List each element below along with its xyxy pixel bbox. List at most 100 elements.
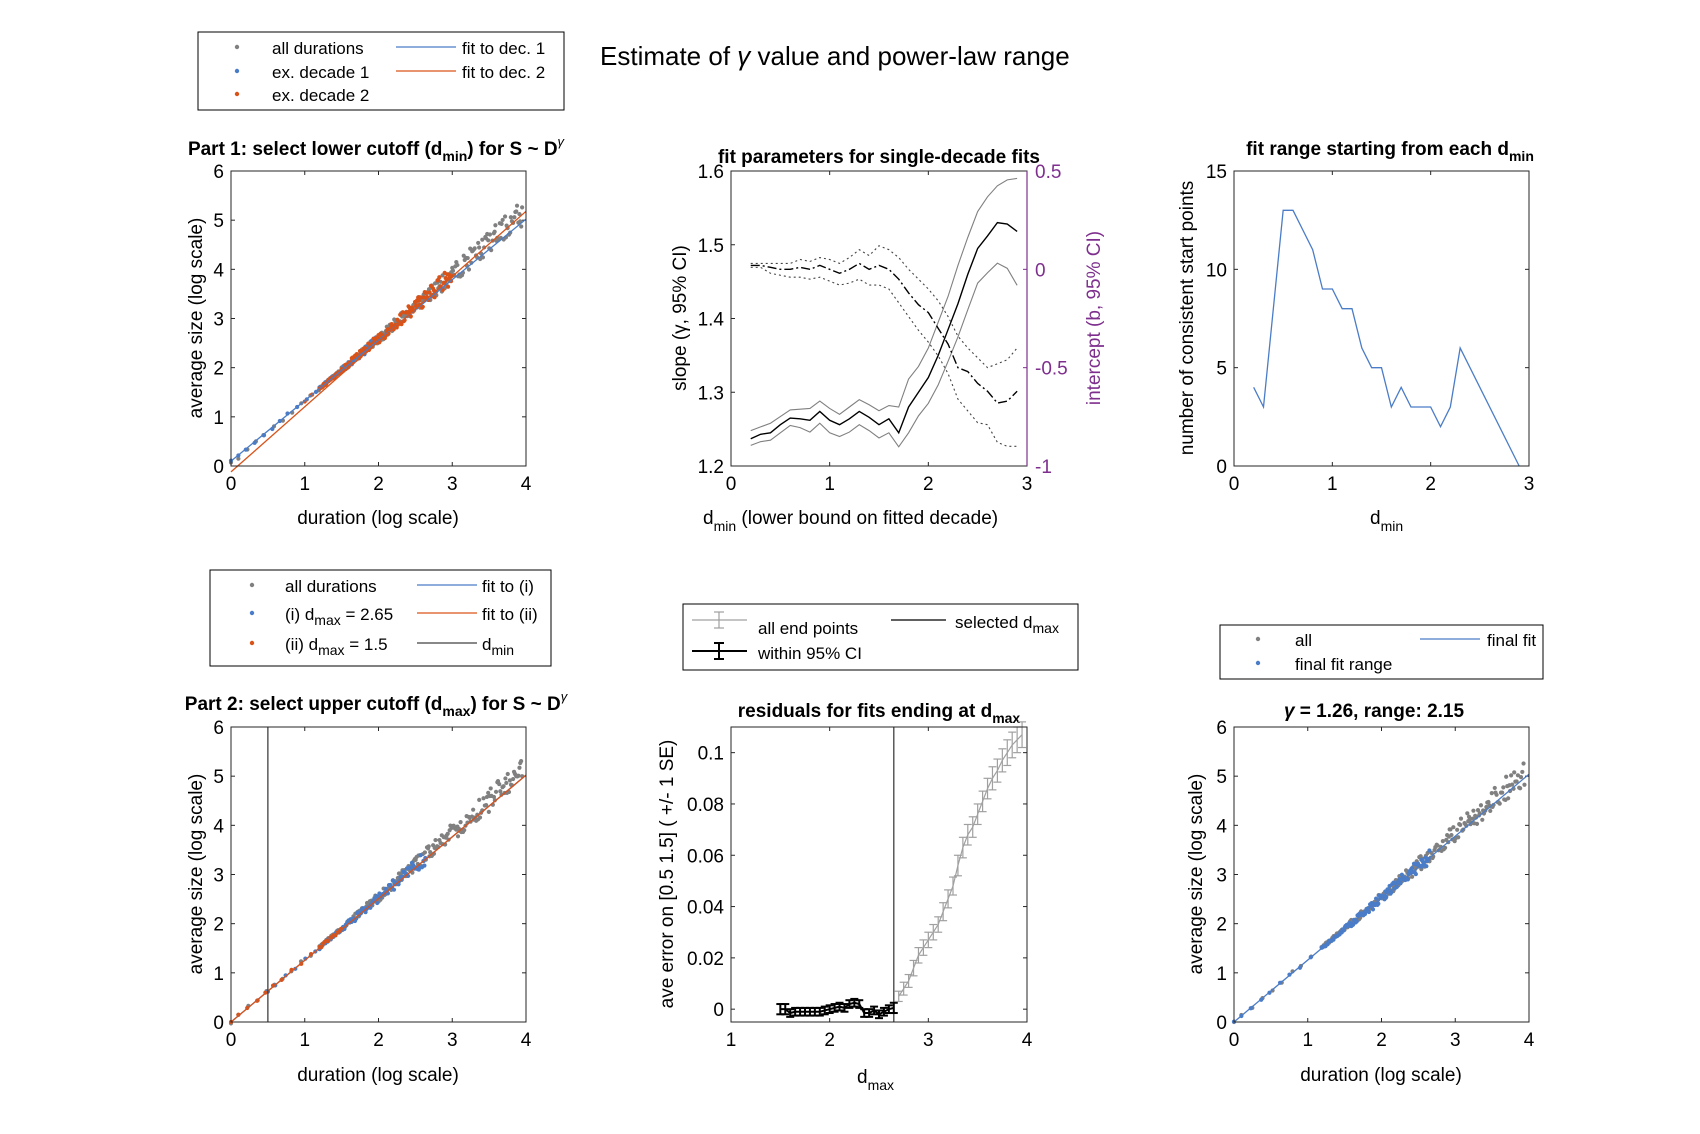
x-tick-label: 1 [299,1030,310,1051]
x-tick-label: 4 [1022,1030,1033,1051]
legend-box [682,603,1079,671]
data-point-final-fit-range [1413,871,1418,877]
plot-area [230,170,527,467]
x-axis-label: duration (log scale) [1300,1065,1462,1086]
x-tick-label: 1 [1302,1030,1313,1051]
y-tick-label: 1.4 [698,310,725,331]
data-point-all-durations [501,784,506,789]
y-axis-label: average size (log scale) [186,218,207,419]
data-point-all-durations [516,773,521,778]
x-tick-label: 3 [447,1030,458,1051]
x-tick-label: 2 [1376,1030,1387,1051]
x-tick-label: 0 [1229,1030,1240,1051]
data-point-all-durations [517,765,522,770]
y-tick-label: 0 [713,1000,724,1021]
x-axis-label: dmax [857,1067,894,1093]
data-point-all-durations [472,246,477,251]
data-point-all-durations [519,759,524,764]
series-line [750,262,1018,448]
data-point-all-durations [502,214,508,219]
plot-area [730,726,1028,1023]
x-tick-label: 3 [1022,474,1033,495]
y-tick-label: 3 [213,310,224,331]
legend-label: all durations [272,39,364,58]
legend-label: within 95% CI [757,644,862,663]
data-point-all [1458,816,1464,821]
y-tick-label: 1.6 [698,162,724,183]
x-tick-label: 1 [1327,474,1338,495]
panel-part2: Part 2: select upper cutoff (dmax) for S… [185,689,569,1086]
y-tick-label: 2 [213,915,224,936]
data-point-all-durations [471,807,476,812]
series-line [750,177,1018,432]
y-tick-label: 3 [1216,866,1227,887]
y-right-tick-label: 0.5 [1035,162,1061,183]
data-point-all-durations [455,262,460,268]
x-tick-label: 0 [226,1030,237,1051]
data-point-dmax-i [391,887,397,892]
y-tick-label: 6 [213,162,224,183]
data-point-dmax-i [408,866,413,871]
y-tick-label: 1.3 [698,383,724,404]
legend-label: ex. decade 2 [272,86,369,105]
series-line [750,262,1018,404]
x-axis-label: duration (log scale) [297,508,459,529]
data-point-all-durations [480,237,485,242]
data-point-all-durations [466,267,472,272]
data-point-decade-2 [416,298,421,303]
legend-part1: all durations ex. decade 1 ex. decade 2 … [197,31,565,111]
data-point-all [1515,773,1521,778]
y-right-tick-label: -0.5 [1035,359,1068,380]
data-point-all [1451,825,1456,830]
data-point-all-durations [428,850,433,855]
data-point-all-durations [486,790,491,795]
data-point-all-durations [491,794,497,800]
y-tick-label: 1 [1216,964,1227,985]
data-point-all [1506,796,1511,801]
data-point-all-durations [503,776,508,781]
legend-label: dmin [482,635,514,658]
data-point-all [1510,782,1515,787]
data-point-all [1471,808,1476,813]
y-tick-label: 0.1 [698,744,724,765]
data-point-all [1452,839,1457,844]
data-point-all-durations [507,778,512,783]
y-axis-label: average size (log scale) [1186,774,1207,975]
y-tick-label: 0.06 [687,846,724,867]
fit-line [230,774,527,1023]
legend-label: ex. decade 1 [272,63,369,82]
x-tick-label: 3 [1524,474,1535,495]
data-point-all-durations [498,789,503,794]
data-point-all-durations [514,203,520,208]
legend-residuals: all end points within 95% CI selected dm… [682,603,1079,671]
data-point-all-durations [450,268,456,273]
data-point-all-durations [486,238,491,243]
data-point-all [1486,799,1491,805]
data-point-all-durations [445,831,450,836]
data-point-all [1484,804,1489,810]
data-point-dmax-i [390,878,395,883]
series-line [750,266,1018,447]
data-point-decade-2 [420,304,425,309]
legend-box [209,569,552,667]
data-point-all [1512,770,1517,775]
data-point-all-durations [236,456,241,461]
x-tick-label: 1 [824,474,835,495]
y-tick-label: 1.5 [698,236,724,257]
data-point-all [1494,792,1499,797]
y-tick-label: 1 [213,964,224,985]
data-point-all-durations [517,211,522,217]
data-point-all [1518,786,1523,791]
y-tick-label: 0 [213,1013,224,1034]
data-point-all-durations [514,209,519,214]
x-axis-label: dmin (lower bound on fitted decade) [703,508,998,534]
data-point-all-durations [477,797,482,802]
data-point-all-durations [508,215,513,220]
x-tick-label: 3 [923,1030,934,1051]
panel-title: residuals for fits ending at dmax [738,701,1021,726]
x-tick-label: 0 [726,474,737,495]
legend-final: all final fit range final fit [1219,624,1544,680]
data-point-all [1480,817,1485,822]
panel-title: fit range starting from each dmin [1246,139,1534,164]
